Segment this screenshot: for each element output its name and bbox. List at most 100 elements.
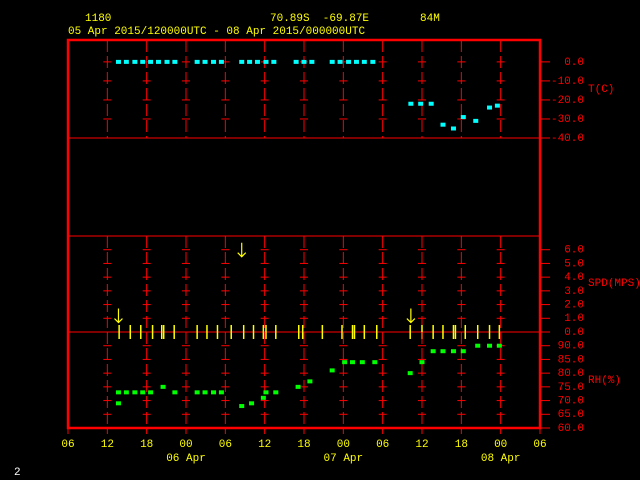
point [337,59,343,64]
point [440,349,446,354]
point [301,59,307,64]
y-tick-label: 4.0 [564,272,584,284]
y-tick-label: -10.0 [551,76,584,88]
point [202,390,208,395]
point [370,59,376,64]
x-tick-label: 06 [61,439,74,451]
point [419,360,425,365]
point [428,101,434,106]
y-tick-label: 5.0 [564,258,584,270]
point [218,59,224,64]
wind-arrow [237,242,247,258]
wind-arrow [406,308,416,324]
x-tick-label: 12 [415,439,428,451]
page-number: 2 [14,467,21,479]
point [460,115,466,120]
y-tick-label: 1.0 [564,313,584,325]
y-axis-label: RH(%) [588,375,621,387]
point [496,343,502,348]
elevation: 84M [420,13,440,25]
y-tick-label: 85.0 [558,354,584,366]
y-tick-label: -20.0 [551,95,584,107]
point [148,59,154,64]
y-axis-label: T(C) [588,84,614,96]
point [350,360,356,365]
period: 05 Apr 2015/120000UTC - 08 Apr 2015/0000… [68,26,365,38]
point [408,101,414,106]
location: 70.89S -69.87E [270,13,369,25]
point [430,349,436,354]
x-tick-label: 06 [533,439,546,451]
point [155,59,161,64]
point [309,59,315,64]
point [254,59,260,64]
point [194,59,200,64]
point [346,59,352,64]
point [372,360,378,365]
point [218,390,224,395]
y-tick-label: 3.0 [564,286,584,298]
point [260,395,266,400]
point [140,390,146,395]
point [295,384,301,389]
y-tick-label: 90.0 [558,341,584,353]
y-tick-label: 65.0 [558,409,584,421]
point [460,349,466,354]
point [211,390,217,395]
point [473,118,479,123]
point [123,59,129,64]
x-tick-label: 18 [455,439,468,451]
x-tick-label: 00 [337,439,350,451]
point [450,126,456,131]
point [307,379,313,384]
point [249,401,255,406]
point [140,59,146,64]
y-tick-label: -30.0 [551,114,584,126]
point [353,59,359,64]
x-tick-label: 18 [140,439,153,451]
point [148,390,154,395]
point [271,59,277,64]
point [494,103,500,108]
y-tick-label: 70.0 [558,395,584,407]
y-tick-label: 0.0 [564,327,584,339]
point [293,59,299,64]
x-tick-label: 12 [258,439,271,451]
point [329,368,335,373]
y-axis-label: SPD(MPS) [588,278,640,290]
date-label: 07 Apr [324,453,364,465]
point [487,105,493,110]
x-tick-label: 12 [101,439,114,451]
point [194,390,200,395]
point [115,59,121,64]
point [172,390,178,395]
point [172,59,178,64]
point [359,360,365,365]
point [211,59,217,64]
point [115,390,121,395]
point [247,59,253,64]
x-tick-label: 00 [494,439,507,451]
point [115,401,121,406]
point [132,390,138,395]
point [123,390,129,395]
point [342,360,348,365]
point [475,343,481,348]
y-tick-label: -40.0 [551,133,584,145]
point [407,371,413,376]
point [160,384,166,389]
y-tick-label: 0.0 [564,57,584,69]
point [418,101,424,106]
y-tick-label: 6.0 [564,245,584,257]
point [263,59,269,64]
point [239,59,245,64]
date-label: 06 Apr [166,453,206,465]
station-id: 1180 [85,13,111,25]
y-tick-label: 75.0 [558,382,584,394]
y-tick-label: 80.0 [558,368,584,380]
date-label: 08 Apr [481,453,521,465]
x-tick-label: 00 [179,439,192,451]
y-tick-label: 60.0 [558,423,584,435]
